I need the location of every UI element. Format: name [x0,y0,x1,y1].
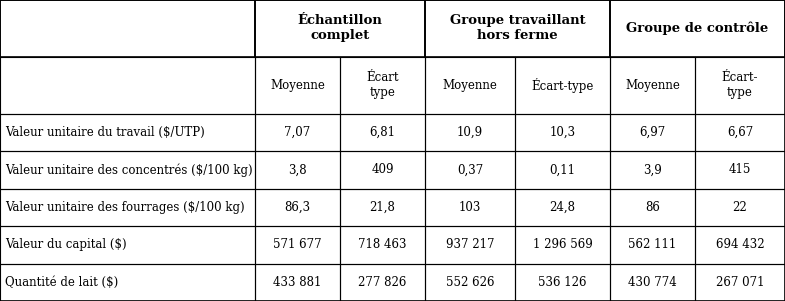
Text: Valeur unitaire des concentrés ($/100 kg): Valeur unitaire des concentrés ($/100 kg… [5,163,253,177]
Bar [610,57,695,113]
Bar [0,188,255,226]
Text: 6,97: 6,97 [639,126,666,139]
Bar [255,226,340,263]
Text: 3,9: 3,9 [643,163,662,176]
Text: 571 677: 571 677 [273,238,322,251]
Text: 24,8: 24,8 [550,201,575,214]
Bar [255,151,340,188]
Bar [0,0,255,57]
Bar [695,151,785,188]
Text: 718 463: 718 463 [358,238,407,251]
Text: 694 432: 694 432 [716,238,765,251]
Text: 21,8: 21,8 [370,201,396,214]
Text: Écart
type: Écart type [367,71,399,99]
Text: 7,07: 7,07 [284,126,311,139]
Bar [610,151,695,188]
Text: 562 111: 562 111 [628,238,677,251]
Text: Valeur unitaire du travail ($/UTP): Valeur unitaire du travail ($/UTP) [5,126,205,139]
Text: Écart-type: Écart-type [531,78,593,93]
Bar [425,151,515,188]
Text: 10,3: 10,3 [550,126,575,139]
Text: Écart-
type: Écart- type [721,71,758,99]
Text: 277 826: 277 826 [358,276,407,289]
Bar [610,113,695,151]
Bar [695,113,785,151]
Bar [610,263,695,301]
Text: 937 217: 937 217 [446,238,495,251]
Bar [695,226,785,263]
Bar [610,188,695,226]
Text: Quantité de lait ($): Quantité de lait ($) [5,276,119,289]
Bar [0,226,255,263]
Bar [425,57,515,113]
Text: 267 071: 267 071 [716,276,765,289]
Text: Moyenne: Moyenne [625,79,680,92]
Bar [255,0,425,57]
Bar [515,226,610,263]
Text: 3,8: 3,8 [288,163,307,176]
Bar [425,0,610,57]
Text: 103: 103 [458,201,481,214]
Bar [695,57,785,113]
Text: 6,81: 6,81 [370,126,396,139]
Text: Groupe travaillant
hors ferme: Groupe travaillant hors ferme [450,14,586,42]
Bar [515,57,610,113]
Bar [610,226,695,263]
Bar [340,188,425,226]
Text: Valeur du capital ($): Valeur du capital ($) [5,238,126,251]
Bar [255,57,340,113]
Bar [425,263,515,301]
Text: 22: 22 [732,201,747,214]
Text: 1 296 569: 1 296 569 [533,238,593,251]
Bar [255,113,340,151]
Text: 430 774: 430 774 [628,276,677,289]
Text: Moyenne: Moyenne [270,79,325,92]
Text: Valeur unitaire des fourrages ($/100 kg): Valeur unitaire des fourrages ($/100 kg) [5,201,245,214]
Bar [425,188,515,226]
Bar [425,226,515,263]
Bar [255,188,340,226]
Bar [515,113,610,151]
Bar [0,151,255,188]
Text: 6,67: 6,67 [727,126,753,139]
Bar [610,0,785,57]
Bar [0,57,255,113]
Text: Groupe de contrôle: Groupe de contrôle [626,22,769,35]
Text: 0,37: 0,37 [457,163,483,176]
Text: 415: 415 [728,163,751,176]
Text: 552 626: 552 626 [446,276,495,289]
Bar [255,263,340,301]
Text: Échantillon
complet: Échantillon complet [298,14,382,42]
Bar [515,151,610,188]
Bar [695,263,785,301]
Bar [515,188,610,226]
Text: Moyenne: Moyenne [443,79,498,92]
Bar [695,188,785,226]
Text: 433 881: 433 881 [273,276,322,289]
Bar [340,151,425,188]
Text: 86: 86 [645,201,660,214]
Text: 536 126: 536 126 [539,276,586,289]
Bar [340,263,425,301]
Bar [0,113,255,151]
Bar [425,113,515,151]
Bar [515,263,610,301]
Bar [340,226,425,263]
Text: 10,9: 10,9 [457,126,483,139]
Bar [340,113,425,151]
Text: 409: 409 [371,163,394,176]
Text: 86,3: 86,3 [284,201,311,214]
Text: 0,11: 0,11 [550,163,575,176]
Bar [0,263,255,301]
Bar [340,57,425,113]
